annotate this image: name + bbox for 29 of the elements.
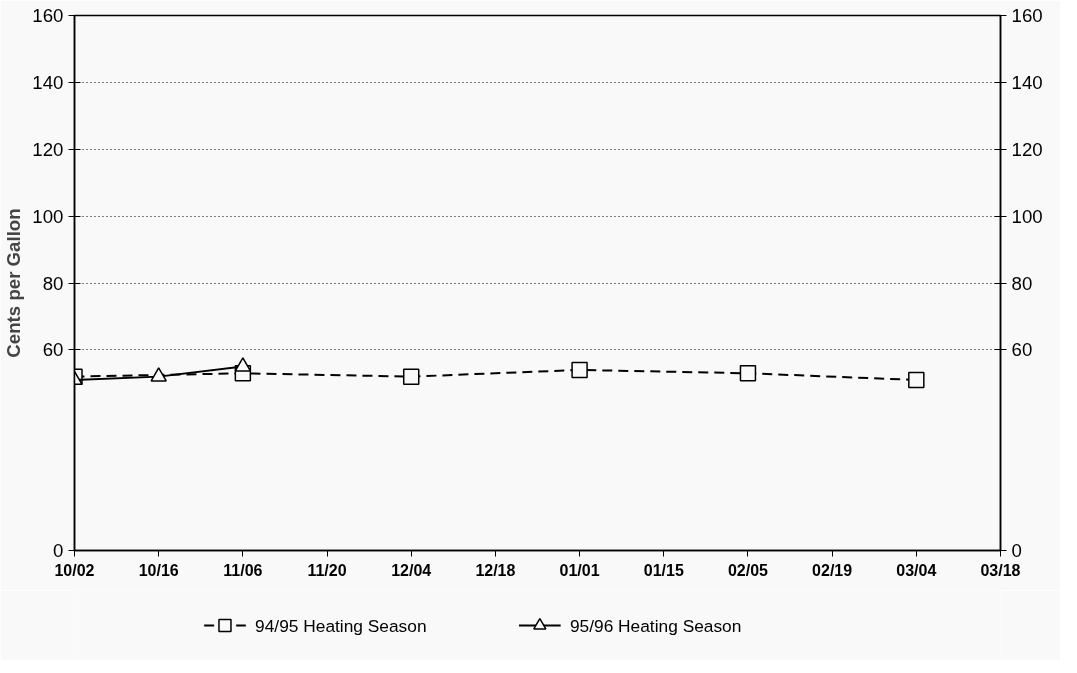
y-tick-label: 160 — [32, 5, 64, 26]
x-tick-label: 03/18 — [980, 561, 1021, 579]
y2-tick-label: 140 — [1011, 71, 1043, 93]
x-tick-label: 01/01 — [559, 561, 600, 579]
y2-tick-label: 160 — [1011, 5, 1043, 26]
y-axis-title: Cents per Gallon — [3, 208, 25, 358]
x-tick-label: 03/04 — [896, 561, 937, 579]
y-tick-label: 140 — [32, 71, 64, 93]
y2-tick-label: 0 — [1011, 540, 1022, 561]
y2-tick-label: 120 — [1011, 138, 1043, 160]
x-tick-label: 02/19 — [812, 561, 853, 579]
y2-tick-label: 80 — [1011, 272, 1033, 294]
x-tick-label: 12/04 — [391, 561, 432, 579]
x-tick-label: 11/20 — [307, 561, 347, 579]
legend-label: 95/96 Heating Season — [569, 615, 742, 636]
y-tick-label: 100 — [32, 205, 64, 227]
y-tick-label: 120 — [32, 138, 64, 160]
x-tick-label: 11/06 — [223, 561, 263, 579]
y-tick-label: 0 — [53, 540, 64, 561]
x-tick-label: 10/16 — [138, 561, 179, 579]
x-tick-label: 01/15 — [643, 561, 684, 579]
x-tick-label: 02/05 — [727, 561, 769, 579]
y2-tick-label: 60 — [1011, 339, 1033, 361]
x-tick-label: 12/18 — [475, 561, 516, 579]
y-tick-label: 80 — [42, 272, 64, 294]
legend-label: 94/95 Heating Season — [255, 615, 427, 636]
y2-tick-label: 100 — [1011, 205, 1043, 227]
x-tick-label: 10/02 — [54, 561, 95, 579]
y-tick-label: 60 — [42, 339, 64, 361]
